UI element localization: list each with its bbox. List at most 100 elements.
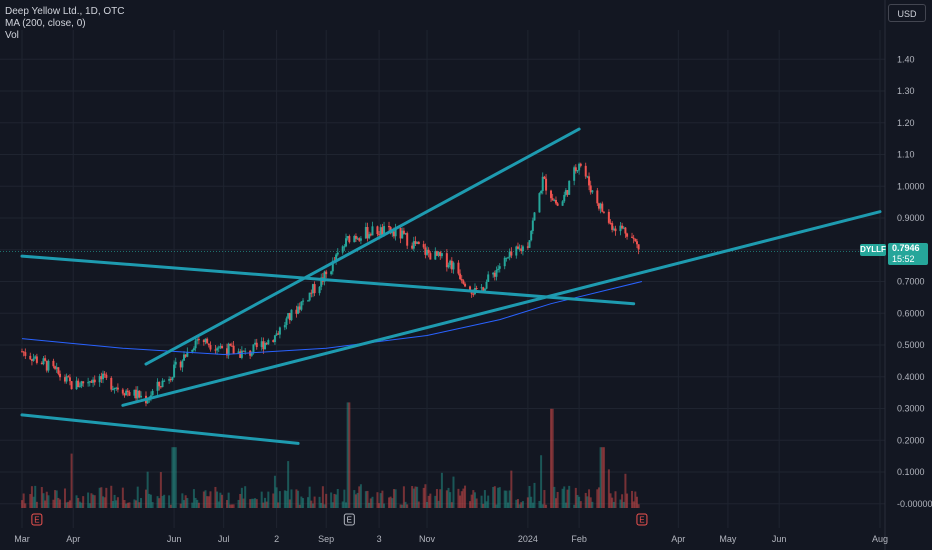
volume-bar [272, 493, 275, 508]
volume-bar [376, 492, 379, 508]
x-tick-label: Jun [167, 534, 182, 544]
x-tick-label: 3 [377, 534, 382, 544]
volume-bar [323, 504, 326, 508]
candle-body [290, 309, 293, 321]
candle-body [561, 201, 564, 206]
candle-body [151, 390, 154, 396]
y-tick-label: 0.4000 [897, 372, 925, 382]
volume-bar [402, 486, 405, 508]
volume-bar [87, 492, 90, 508]
volume-bar [508, 490, 511, 508]
volume-bar [55, 490, 58, 508]
candle-body [520, 248, 523, 252]
volume-bar [277, 502, 280, 508]
candle-body [78, 386, 81, 388]
candle-body [54, 366, 57, 369]
candle-body [469, 286, 472, 292]
volume-bar [207, 496, 210, 508]
volume-bar [579, 501, 582, 508]
volume-bar [161, 495, 164, 508]
volume-bar [566, 489, 569, 508]
volume-bar [156, 496, 159, 508]
y-tick-label: 0.5000 [897, 340, 925, 350]
candle-body [318, 286, 321, 294]
candle-body [531, 220, 534, 231]
candle-body [133, 389, 136, 396]
candle-body [125, 390, 128, 396]
candle-body [232, 345, 235, 354]
volume-bar [503, 490, 506, 508]
candle-body [227, 343, 230, 356]
volume-bar [621, 494, 624, 508]
volume-bar [470, 494, 473, 508]
y-tick-label: 1.20 [897, 118, 915, 128]
candle-body [566, 190, 569, 195]
volume-bar [252, 498, 255, 508]
candle-body [399, 227, 402, 239]
volume-bar [148, 493, 151, 508]
candle-body [404, 233, 407, 235]
volume-bar [225, 500, 228, 508]
candle-body [459, 273, 462, 280]
candle-body [515, 246, 518, 256]
volume-bar [35, 501, 38, 508]
volume-bar [341, 501, 344, 508]
trendline [121, 210, 882, 407]
volume-bar [32, 496, 35, 508]
volume-bar [136, 486, 139, 508]
candle-body [323, 271, 326, 282]
volume-bar [300, 496, 303, 508]
volume-bar [67, 501, 70, 508]
volume-bar [128, 502, 131, 508]
y-tick-label: 1.30 [897, 86, 915, 96]
candle-body [204, 338, 207, 343]
volume-bar [242, 498, 245, 508]
volume-bar [480, 495, 483, 508]
volume-bar [158, 498, 161, 508]
volume-bar [619, 499, 622, 508]
volume-bar [591, 501, 594, 508]
volume-bar [194, 497, 197, 508]
candle-body [209, 345, 212, 350]
volume-bar [260, 491, 263, 508]
candle-body [637, 244, 640, 250]
candle-body [336, 252, 339, 255]
volume-bar [554, 498, 557, 508]
volume-bar [105, 487, 108, 508]
earnings-icon: E [636, 513, 648, 526]
volume-bar [381, 490, 384, 508]
currency-button[interactable]: USD [888, 4, 926, 22]
volume-bar [297, 490, 300, 508]
symbol-title[interactable]: Deep Yellow Ltd., 1D, OTC [5, 6, 125, 17]
candle-body [445, 253, 448, 268]
candle-body [295, 309, 298, 314]
ticker-label: DYLLF [860, 244, 886, 256]
volume-bars [21, 402, 640, 508]
candle-body [184, 354, 187, 357]
volume-bar [364, 491, 367, 508]
volume-bar [140, 498, 143, 508]
volume-bar [445, 490, 448, 508]
candle-body [401, 230, 404, 239]
volume-bar [635, 496, 638, 508]
candle-body [543, 176, 546, 179]
volume-bar [169, 504, 172, 508]
volume-bar [368, 502, 371, 508]
volume-bar [574, 487, 577, 508]
volume-bar [308, 486, 311, 508]
candle-body [553, 199, 556, 201]
volume-bar [472, 490, 475, 508]
y-axis: 1.401.301.201.101.00000.90000.80000.7000… [897, 54, 932, 509]
candle-body [507, 257, 510, 259]
candle-body [128, 392, 131, 396]
candle-body [331, 260, 334, 272]
candle-body [183, 354, 186, 361]
volume-bar [123, 499, 126, 508]
candle-body [298, 306, 301, 310]
volume-indicator-label[interactable]: Vol [5, 30, 19, 41]
ma-indicator-label[interactable]: MA (200, close, 0) [5, 18, 86, 29]
svg-text:E: E [639, 516, 644, 525]
volume-bar [90, 493, 93, 508]
volume-bar [287, 461, 290, 508]
